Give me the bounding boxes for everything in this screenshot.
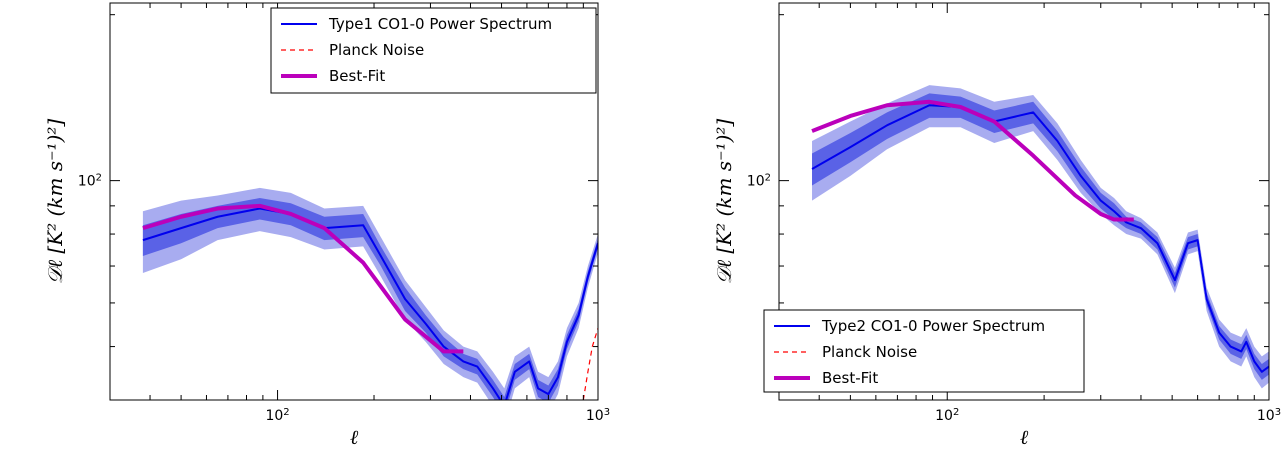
chart-panel-1: 102 103 102 ℓ 𝒟ℓ [K² (km s⁻¹)²] Type1 CO1-0 P… <box>43 2 610 449</box>
legend-box <box>270 7 597 94</box>
legend-label: Type1 CO1-0 Power Spectrum <box>328 15 552 33</box>
x-tick-label: 102 <box>935 407 959 425</box>
chart-panel-2: 102 103 102 ℓ 𝒟ℓ [K² (km s⁻¹)²] Type2 CO1-0 P… <box>712 2 1281 449</box>
legend: Type2 CO1-0 Power Spectrum Planck Noise Be… <box>763 309 1085 393</box>
y-axis-label: 𝒟ℓ [K² (km s⁻¹)²] <box>43 119 67 285</box>
plot-area <box>811 85 1269 389</box>
y-tick-label: 102 <box>78 172 102 190</box>
axes-frame <box>109 2 599 401</box>
error-band-inner <box>142 198 598 400</box>
series-line-best-fit <box>142 203 464 354</box>
x-tick-label: 103 <box>586 407 610 425</box>
legend-label: Best-Fit <box>822 369 878 387</box>
x-tick-label: 103 <box>1257 407 1281 425</box>
x-axis-label: ℓ <box>1020 425 1029 449</box>
axes-frame <box>778 2 1270 401</box>
series-line-best-fit <box>811 99 1134 222</box>
series-line-planck-noise <box>582 327 598 400</box>
legend-label: Planck Noise <box>329 41 424 59</box>
legend-box <box>763 309 1085 393</box>
y-tick-label: 102 <box>747 172 771 190</box>
x-axis-label: ℓ <box>350 425 359 449</box>
legend: Type1 CO1-0 Power Spectrum Planck Noise Be… <box>270 7 597 94</box>
legend-label: Best-Fit <box>329 67 385 85</box>
legend-label: Type2 CO1-0 Power Spectrum <box>821 317 1045 335</box>
plot-area <box>142 187 598 400</box>
y-axis-label: 𝒟ℓ [K² (km s⁻¹)²] <box>712 119 736 285</box>
x-tick-label: 102 <box>265 407 289 425</box>
legend-label: Planck Noise <box>822 343 917 361</box>
